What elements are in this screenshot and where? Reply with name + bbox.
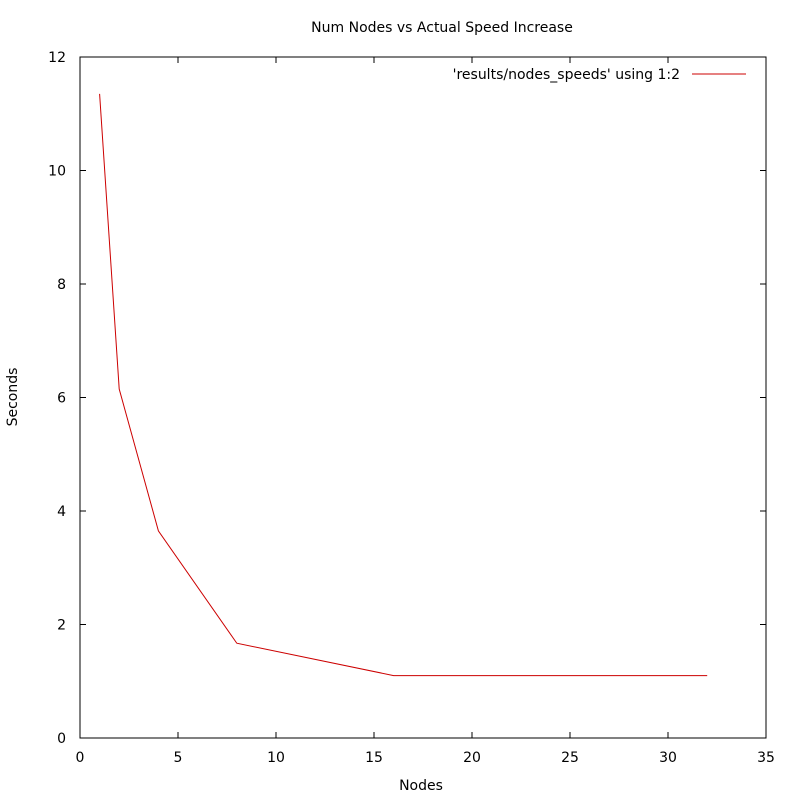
legend: 'results/nodes_speeds' using 1:2 [453, 67, 746, 83]
x-axis-label: Nodes [399, 778, 443, 794]
x-tick-label: 25 [561, 750, 579, 766]
y-tick-label: 8 [57, 277, 66, 293]
x-tick-label: 15 [365, 750, 383, 766]
x-tick-label: 30 [659, 750, 677, 766]
y-axis-label: Seconds [5, 368, 21, 427]
x-tick-label: 0 [76, 750, 85, 766]
y-axis: 0 2 4 6 8 10 12 [48, 50, 766, 747]
chart-title: Num Nodes vs Actual Speed Increase [311, 20, 573, 36]
y-tick-label: 10 [48, 164, 66, 180]
x-tick-label: 20 [463, 750, 481, 766]
legend-label: 'results/nodes_speeds' using 1:2 [453, 67, 680, 83]
y-tick-label: 4 [57, 504, 66, 520]
y-tick-label: 6 [57, 391, 66, 407]
series-layer [99, 93, 708, 677]
y-tick-label: 0 [57, 731, 66, 747]
x-axis: 0 5 10 15 20 25 30 35 [76, 57, 775, 766]
series-line [99, 93, 708, 677]
y-tick-label: 2 [57, 618, 66, 634]
x-tick-label: 10 [267, 750, 285, 766]
x-tick-label: 35 [757, 750, 775, 766]
x-tick-label: 5 [174, 750, 183, 766]
y-tick-label: 12 [48, 50, 66, 66]
